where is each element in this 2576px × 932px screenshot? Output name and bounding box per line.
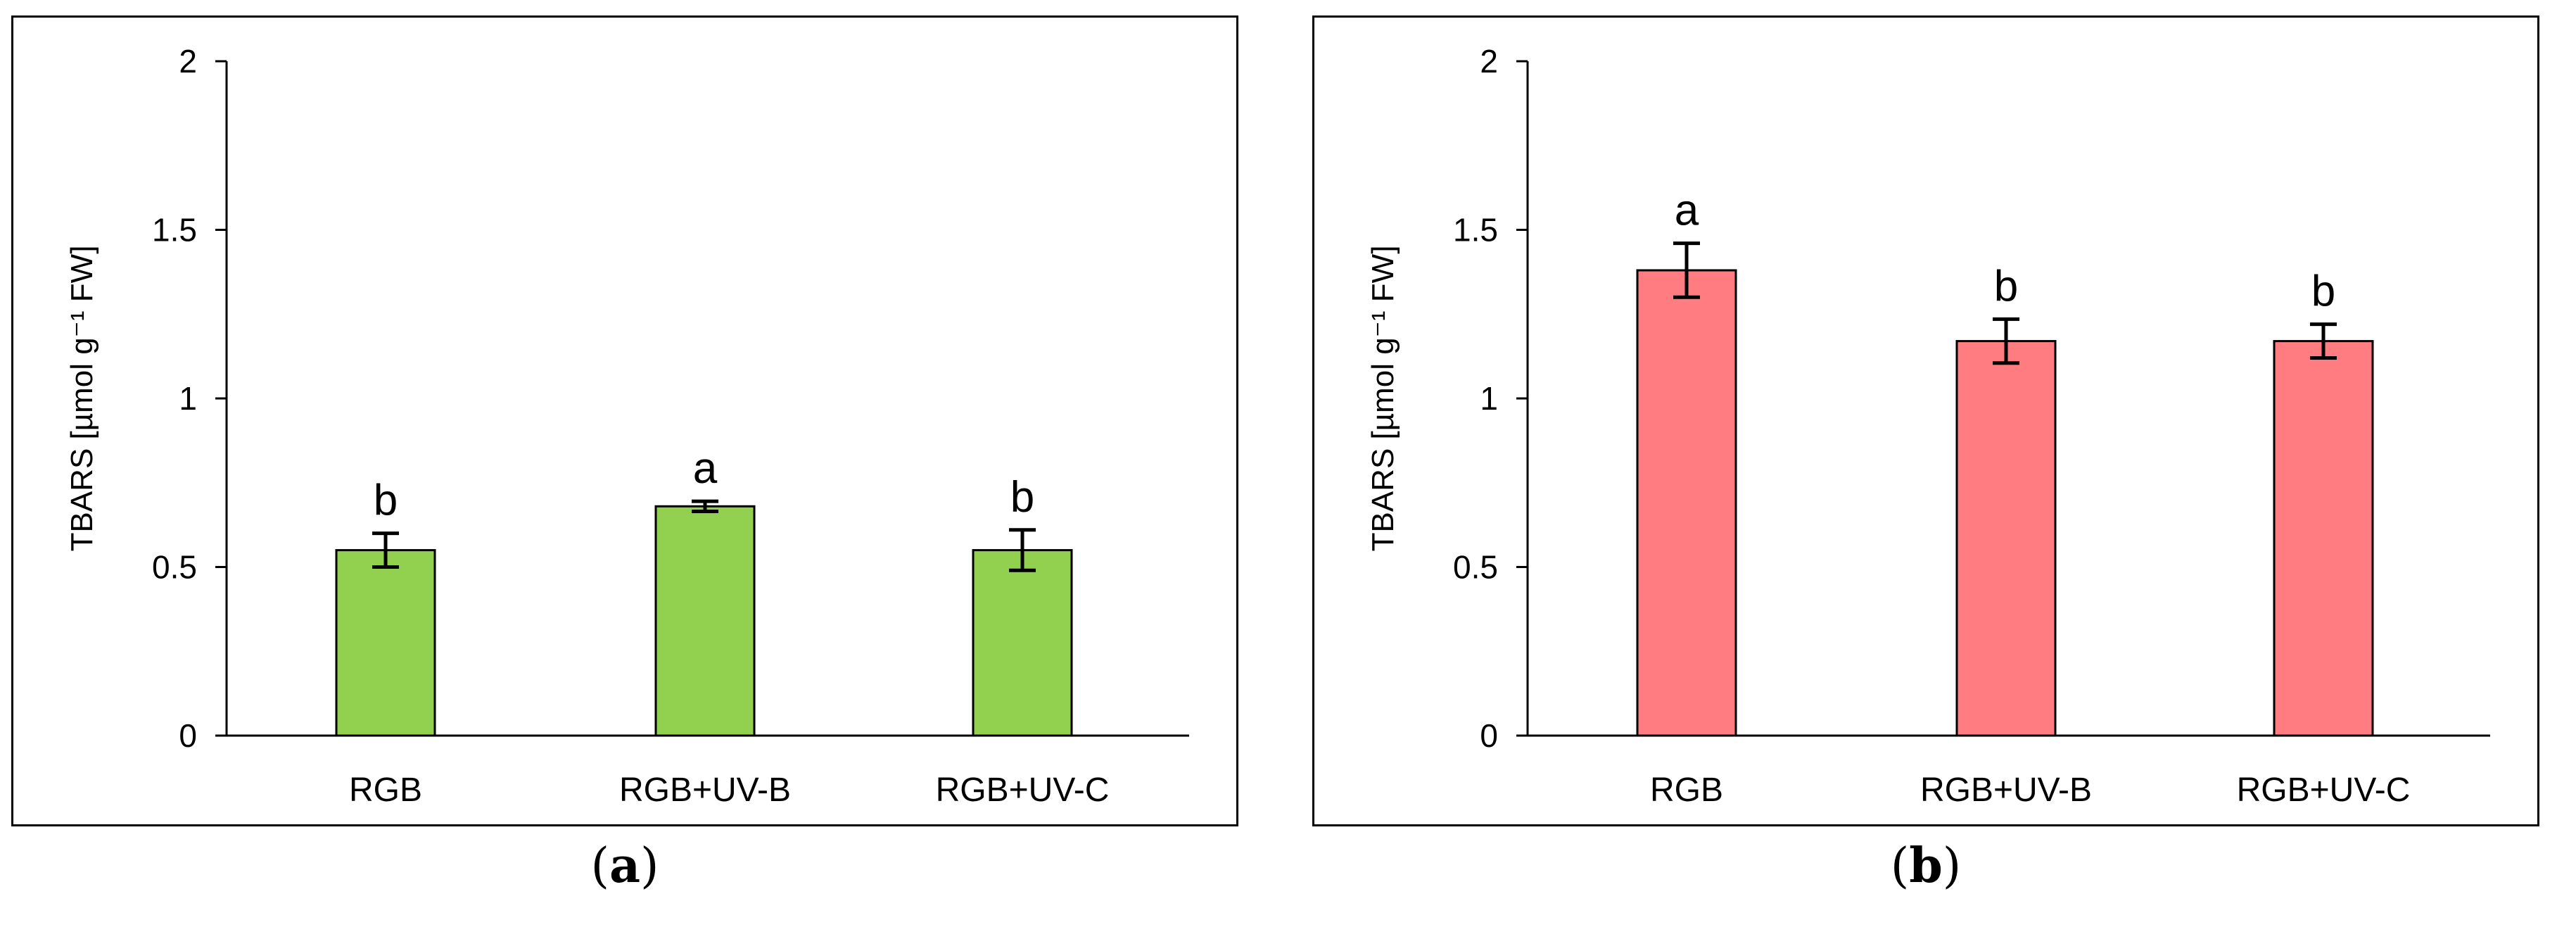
error-bar-a-2: [692, 499, 718, 513]
bar-chart-b: 0 0.5 1 1.5 2 TBARS [µmol g⁻¹ FW] a RGB b RGB+UV-…: [1366, 43, 2490, 809]
panel-caption-b: (b): [1890, 838, 1962, 894]
y-tick-label: 0: [1480, 717, 1498, 754]
y-axis-title: TBARS [µmol g⁻¹ FW]: [1366, 246, 1400, 552]
category-label-b-3: RGB+UV-C: [2237, 772, 2411, 809]
category-label-b-1: RGB: [1650, 772, 1723, 809]
significance-letter-a-1: b: [374, 477, 398, 525]
y-tick-label: 1.5: [1453, 212, 1498, 248]
y-tick-label: 0.5: [152, 549, 197, 586]
error-bar-a-1: [372, 531, 399, 569]
chart-panel-a: 0 0.5 1 1.5 2 TBARS [µmol g⁻¹ FW] b RGB a RGB+UV-…: [11, 15, 1238, 826]
error-bar-b-2: [1993, 317, 2019, 365]
category-label-a-3: RGB+UV-C: [936, 772, 1110, 809]
y-tick-label: 0.5: [1453, 549, 1498, 586]
error-bar-b-1: [1673, 241, 1700, 299]
chart-panel-b: 0 0.5 1 1.5 2 TBARS [µmol g⁻¹ FW] a RGB b RGB+UV-…: [1312, 15, 2539, 826]
bar-chart-a: 0 0.5 1 1.5 2 TBARS [µmol g⁻¹ FW] b RGB a RGB+UV-…: [65, 43, 1189, 809]
y-tick-label: 0: [179, 717, 197, 754]
bar-b-2: [1955, 340, 2057, 737]
y-tick-label: 2: [179, 43, 197, 80]
bar-a-1: [335, 549, 436, 737]
bar-b-1: [1636, 269, 1737, 737]
y-tick-label: 2: [1480, 43, 1498, 80]
significance-letter-a-3: b: [1010, 473, 1034, 522]
significance-letter-b-1: a: [1675, 187, 1699, 235]
category-label-b-2: RGB+UV-B: [1920, 772, 2092, 809]
bar-b-3: [2273, 340, 2374, 737]
bar-a-2: [654, 505, 756, 737]
panel-caption-a: (a): [590, 838, 659, 894]
significance-letter-b-3: b: [2311, 267, 2335, 316]
bar-a-3: [972, 549, 1073, 737]
category-label-a-1: RGB: [349, 772, 422, 809]
significance-letter-a-2: a: [693, 444, 718, 493]
y-tick-label: 1.5: [152, 212, 197, 248]
significance-letter-b-2: b: [1994, 262, 2018, 310]
y-tick-label: 1: [1480, 380, 1498, 417]
y-tick-label: 1: [179, 380, 197, 417]
y-axis-title: TBARS [µmol g⁻¹ FW]: [65, 246, 99, 552]
error-bar-b-3: [2310, 322, 2337, 360]
category-label-a-2: RGB+UV-B: [619, 772, 791, 809]
error-bar-a-3: [1009, 528, 1036, 572]
